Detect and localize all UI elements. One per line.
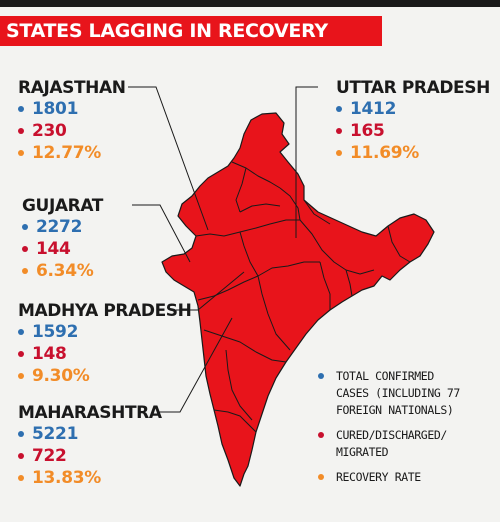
recovery-value: 12.77% <box>32 143 102 163</box>
blue-dot-icon <box>318 373 324 379</box>
confirmed-row: 1801 <box>18 98 126 120</box>
blue-dot-icon <box>18 431 24 437</box>
legend-item-cured: CURED/DISCHARGED/ MIGRATED <box>318 427 498 461</box>
state-name: MADHYA PRADESH <box>18 301 192 321</box>
blue-dot-icon <box>18 329 24 335</box>
recovery-row: 6.34% <box>22 260 103 282</box>
orange-dot-icon <box>336 150 342 156</box>
red-dot-icon <box>318 432 324 438</box>
india-outline <box>161 112 435 487</box>
confirmed-value: 2272 <box>36 217 83 237</box>
cured-row: 144 <box>22 238 103 260</box>
confirmed-value: 5221 <box>32 424 79 444</box>
leader-maharashtra <box>158 317 233 413</box>
blue-dot-icon <box>18 106 24 112</box>
blue-dot-icon <box>336 106 342 112</box>
state-name: GUJARAT <box>22 196 103 216</box>
recovery-value: 11.69% <box>350 143 420 163</box>
legend: TOTAL CONFIRMED CASES (INCLUDING 77 FORE… <box>318 368 498 494</box>
confirmed-row: 2272 <box>22 216 103 238</box>
legend-item-recovery: RECOVERY RATE <box>318 469 498 486</box>
orange-dot-icon <box>18 150 24 156</box>
confirmed-row: 1412 <box>336 98 490 120</box>
leader-gujarat <box>132 204 191 263</box>
legend-label: TOTAL CONFIRMED CASES (INCLUDING 77 FORE… <box>336 369 460 417</box>
recovery-row: 11.69% <box>336 142 490 164</box>
recovery-row: 9.30% <box>18 365 191 387</box>
orange-dot-icon <box>18 475 24 481</box>
red-dot-icon <box>18 453 24 459</box>
legend-label: CURED/DISCHARGED/ MIGRATED <box>336 428 447 459</box>
orange-dot-icon <box>22 268 28 274</box>
red-dot-icon <box>18 128 24 134</box>
legend-item-confirmed: TOTAL CONFIRMED CASES (INCLUDING 77 FORE… <box>318 368 498 419</box>
confirmed-row: 1592 <box>18 321 191 343</box>
red-dot-icon <box>336 128 342 134</box>
cured-value: 722 <box>32 446 67 466</box>
recovery-row: 12.77% <box>18 142 126 164</box>
red-dot-icon <box>18 351 24 357</box>
state-uttar-pradesh: UTTAR PRADESH 1412 165 11.69% <box>336 78 490 164</box>
cured-value: 144 <box>36 239 71 259</box>
top-rule <box>0 0 500 7</box>
cured-row: 230 <box>18 120 126 142</box>
confirmed-value: 1801 <box>32 99 79 119</box>
red-dot-icon <box>22 246 28 252</box>
recovery-value: 9.30% <box>32 366 90 386</box>
state-name: UTTAR PRADESH <box>336 78 490 98</box>
state-rajasthan: RAJASTHAN 1801 230 12.77% <box>18 78 126 164</box>
page-title: STATES LAGGING IN RECOVERY <box>6 20 328 42</box>
cured-row: 722 <box>18 445 162 467</box>
recovery-value: 13.83% <box>32 468 102 488</box>
state-maharashtra: MAHARASHTRA 5221 722 13.83% <box>18 403 162 489</box>
recovery-row: 13.83% <box>18 467 162 489</box>
legend-label: RECOVERY RATE <box>336 470 421 484</box>
leader-rajasthan <box>128 86 209 231</box>
leader-uttar-pradesh <box>295 86 318 238</box>
state-madhya-pradesh: MADHYA PRADESH 1592 148 9.30% <box>18 301 192 387</box>
state-gujarat: GUJARAT 2272 144 6.34% <box>22 196 103 282</box>
confirmed-value: 1412 <box>350 99 397 119</box>
blue-dot-icon <box>22 224 28 230</box>
confirmed-value: 1592 <box>32 322 79 342</box>
cured-row: 165 <box>336 120 490 142</box>
leader-lines <box>128 86 318 413</box>
state-name: MAHARASHTRA <box>18 403 162 423</box>
cured-value: 230 <box>32 121 67 141</box>
orange-dot-icon <box>18 373 24 379</box>
title-banner: STATES LAGGING IN RECOVERY <box>0 16 382 46</box>
recovery-value: 6.34% <box>36 261 94 281</box>
state-borders <box>195 161 411 433</box>
cured-row: 148 <box>18 343 191 365</box>
state-name: RAJASTHAN <box>18 78 126 98</box>
cured-value: 165 <box>350 121 385 141</box>
confirmed-row: 5221 <box>18 423 162 445</box>
orange-dot-icon <box>318 474 324 480</box>
cured-value: 148 <box>32 344 67 364</box>
leader-madhya-pradesh <box>176 271 245 311</box>
